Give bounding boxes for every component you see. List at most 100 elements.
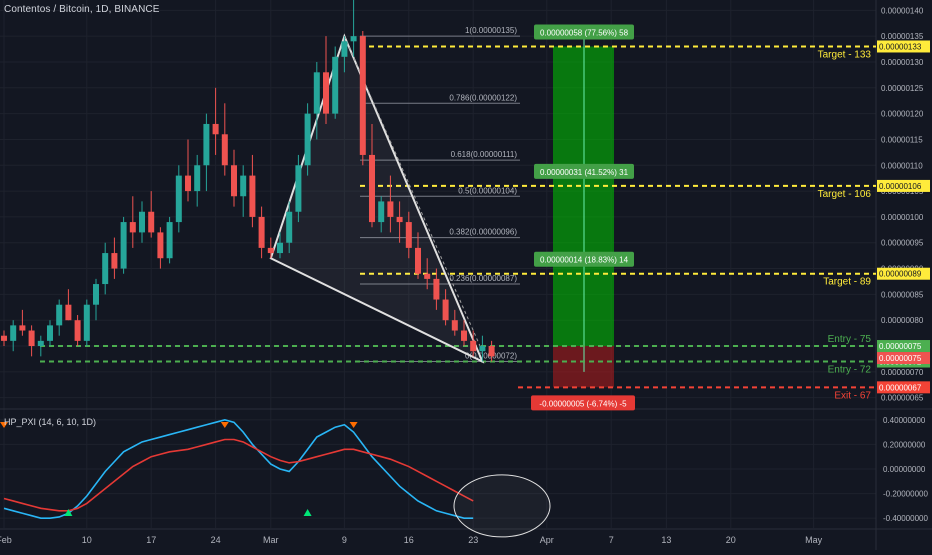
candle-body [93, 284, 99, 305]
position-label-box [534, 163, 634, 179]
position-label-text: 0.00000058 (77.56%) 58 [540, 28, 629, 37]
price-tag-box [877, 179, 930, 192]
target-label: Target - 89 [823, 277, 871, 288]
pxi-fast-line [3, 419, 474, 519]
position-label-text: 0.00000031 (41.52%) 31 [540, 168, 629, 177]
triangle-pattern [269, 33, 485, 364]
candle-body [479, 346, 486, 352]
fibonacci-retracement: 1(0.00000135) 0.786(0.00000122) 0.618(0.00… [360, 26, 520, 363]
pxi-slow-line [3, 438, 474, 512]
price-tag-text: 0.00000075 [879, 354, 922, 363]
time-tick-label: Mar [263, 535, 279, 545]
down-marker [0, 422, 8, 428]
fib-level-label: 0.382(0.00000096) [449, 228, 517, 237]
time-tick-label: 17 [146, 535, 156, 545]
position-label-box [534, 24, 634, 40]
exit-label: Exit - 67 [834, 390, 871, 401]
price-tick-label: 0.00000130 [881, 58, 924, 67]
price-tick-label: 0.00000095 [881, 239, 924, 248]
indicator-axis: 0.40000000 0.20000000 0.00000000 -0.2000000… [883, 416, 928, 523]
candle-body [396, 216, 403, 223]
highlight-ellipse [453, 474, 551, 538]
indicator-tick-label: -0.40000000 [883, 514, 928, 523]
indicator-tick-label: 0.00000000 [883, 465, 926, 474]
candle-body [139, 211, 145, 233]
candle-body [74, 320, 81, 341]
candle-body [451, 320, 458, 331]
chart-title: Contentos / Bitcoin, 1D, BINANCE [4, 4, 160, 15]
target-label: Target - 133 [818, 49, 872, 60]
fib-level-label: 0.786(0.00000122) [449, 93, 517, 102]
time-tick-label: Apr [540, 535, 554, 545]
candle-body [240, 175, 247, 197]
fib-level-label: 0.5(0.00000104) [458, 186, 517, 195]
current-price-tag: 0.00000075 [877, 352, 930, 365]
price-tick-label: 0.00000085 [881, 290, 924, 299]
candles [1, 0, 495, 362]
price-tick-label: 0.00000140 [881, 6, 924, 15]
price-tick-label: 0.00000115 [881, 135, 923, 144]
candle-body [286, 211, 293, 243]
candle-body [369, 154, 375, 223]
time-tick-label: 10 [82, 535, 92, 545]
candle-body [332, 56, 339, 114]
candle-body [350, 36, 357, 42]
candle-body [277, 242, 283, 254]
price-tag-text: 0.00000106 [879, 182, 922, 191]
position-label-text: 0.00000014 (18.83%) 14 [540, 256, 629, 265]
price-tag-text: 0.00000089 [879, 270, 922, 279]
time-tick-label: Feb [0, 535, 12, 545]
candle-body [37, 340, 44, 347]
fib-level-label: 1(0.00000135) [465, 26, 517, 35]
candle-body [415, 247, 421, 274]
up-marker [303, 509, 312, 516]
candle-body [378, 201, 385, 223]
candle-body [488, 346, 495, 357]
price-tag-text: 0.00000067 [879, 383, 922, 392]
target-price-tag: 0.00000133 [877, 40, 930, 53]
time-tick-label: 7 [609, 535, 614, 545]
time-tick-label: 20 [726, 535, 736, 545]
candle-body [304, 113, 311, 166]
position-label-text: -0.00000005 (-6.74%) -5 [539, 399, 627, 408]
candle-body [175, 175, 182, 223]
candle-body [470, 340, 477, 352]
candle-body [221, 134, 228, 166]
price-tick-label: 0.00000100 [881, 213, 924, 222]
price-tag-box [877, 381, 930, 394]
candle-body [83, 304, 90, 341]
candle-body [231, 165, 237, 197]
candle-body [102, 253, 109, 285]
indicator-tick-label: -0.20000000 [883, 490, 928, 499]
price-tag-text: 0.00000133 [879, 42, 922, 51]
entry-label: Entry - 72 [828, 365, 872, 376]
target-price-tag: 0.00000106 [877, 179, 930, 192]
fib-level-label: 0.618(0.00000111) [451, 150, 518, 159]
time-tick-label: 9 [342, 535, 347, 545]
candle-body [424, 273, 431, 279]
price-tick-label: 0.00000120 [881, 110, 924, 119]
profit-label: 0.00000014 (18.83%) 14 [534, 251, 634, 267]
candle-body [19, 325, 26, 331]
candle-body [433, 278, 440, 300]
fib-level-label: 0.236(0.00000087) [449, 274, 517, 283]
candle-body [295, 165, 302, 212]
time-tick-label: May [805, 535, 823, 545]
candle-body [1, 335, 7, 341]
indicator-label: HP_PXI (14, 6, 10, 1D) [4, 417, 97, 427]
candle-body [405, 222, 412, 248]
down-marker [349, 422, 358, 428]
price-tick-label: 0.00000080 [881, 316, 924, 325]
price-tick-label: 0.00000065 [881, 394, 924, 403]
profit-label: 0.00000058 (77.56%) 58 [534, 24, 634, 40]
price-tag-box [877, 267, 930, 280]
candle-body [148, 211, 155, 233]
candle-body [10, 325, 17, 341]
position-label-box [534, 251, 634, 267]
price-tick-label: 0.00000125 [881, 84, 924, 93]
indicator-tick-label: 0.40000000 [883, 416, 926, 425]
candle-body [56, 304, 63, 326]
exit-price-tag: 0.00000067 [877, 381, 930, 394]
time-tick-label: 16 [404, 535, 414, 545]
time-axis: Feb 10 17 24 Mar 9 16 23 Apr 7 13 20 May [0, 535, 823, 545]
